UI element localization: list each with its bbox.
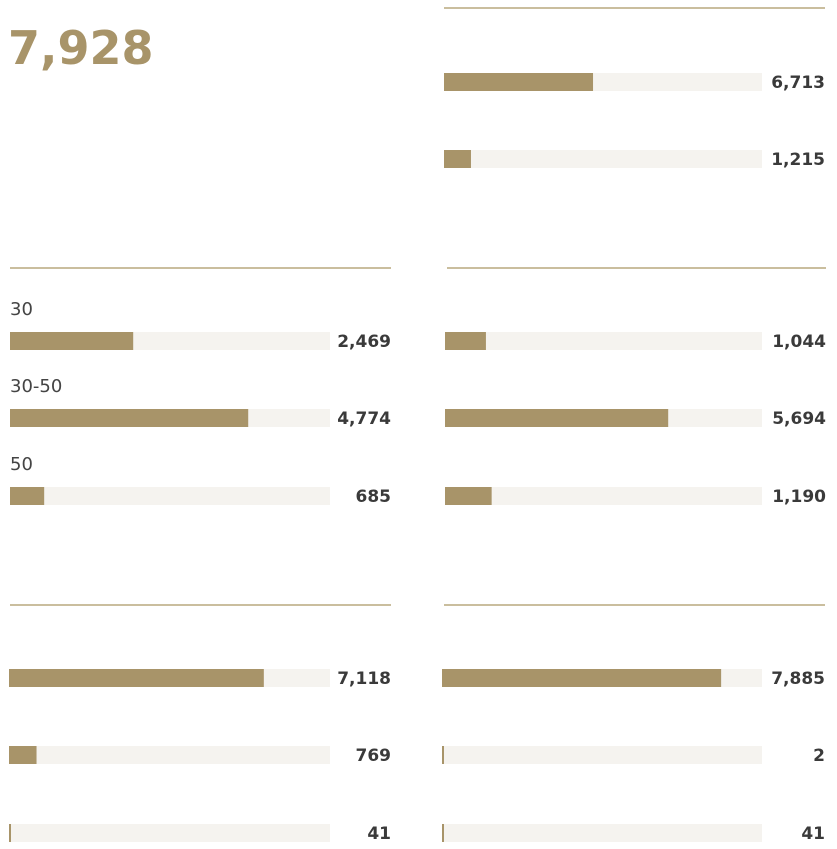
bar-value: 41 — [801, 824, 825, 844]
bar-track — [444, 150, 762, 168]
bar-track — [445, 487, 762, 505]
bar-track — [10, 487, 330, 505]
bar-track — [442, 746, 762, 764]
bar-value: 1,190 — [772, 487, 826, 507]
bar — [9, 669, 264, 687]
bar — [445, 409, 669, 427]
bar — [442, 669, 722, 687]
bar-track — [9, 746, 330, 764]
bar-value: 4,774 — [337, 409, 391, 429]
bar-value: 2 — [813, 746, 825, 766]
bar-value: 41 — [367, 824, 391, 844]
bar-track — [442, 824, 762, 842]
bar — [442, 746, 444, 764]
bar — [442, 824, 444, 842]
bar-value: 7,118 — [337, 669, 391, 689]
bar — [445, 487, 492, 505]
bar — [9, 746, 37, 764]
bar-value: 5,694 — [772, 409, 826, 429]
bar — [444, 73, 594, 91]
bar-label: 30-50 — [10, 376, 62, 397]
bar-track — [445, 332, 762, 350]
bar — [10, 409, 249, 427]
bar-label: 30 — [10, 299, 33, 320]
bar-value: 2,469 — [337, 332, 391, 352]
bar-value: 7,885 — [771, 669, 825, 689]
bar-label: 50 — [10, 454, 33, 475]
bar-value: 685 — [356, 487, 392, 507]
bar — [444, 150, 471, 168]
bar — [445, 332, 486, 350]
bar-value: 1,044 — [772, 332, 826, 352]
bar — [9, 824, 11, 842]
bar-value: 769 — [356, 746, 392, 766]
bar — [10, 332, 134, 350]
total: 7,928 — [8, 21, 154, 75]
bar — [10, 487, 45, 505]
bar-track — [9, 824, 330, 842]
bar-value: 6,713 — [771, 73, 825, 93]
bar-value: 1,215 — [771, 150, 825, 170]
